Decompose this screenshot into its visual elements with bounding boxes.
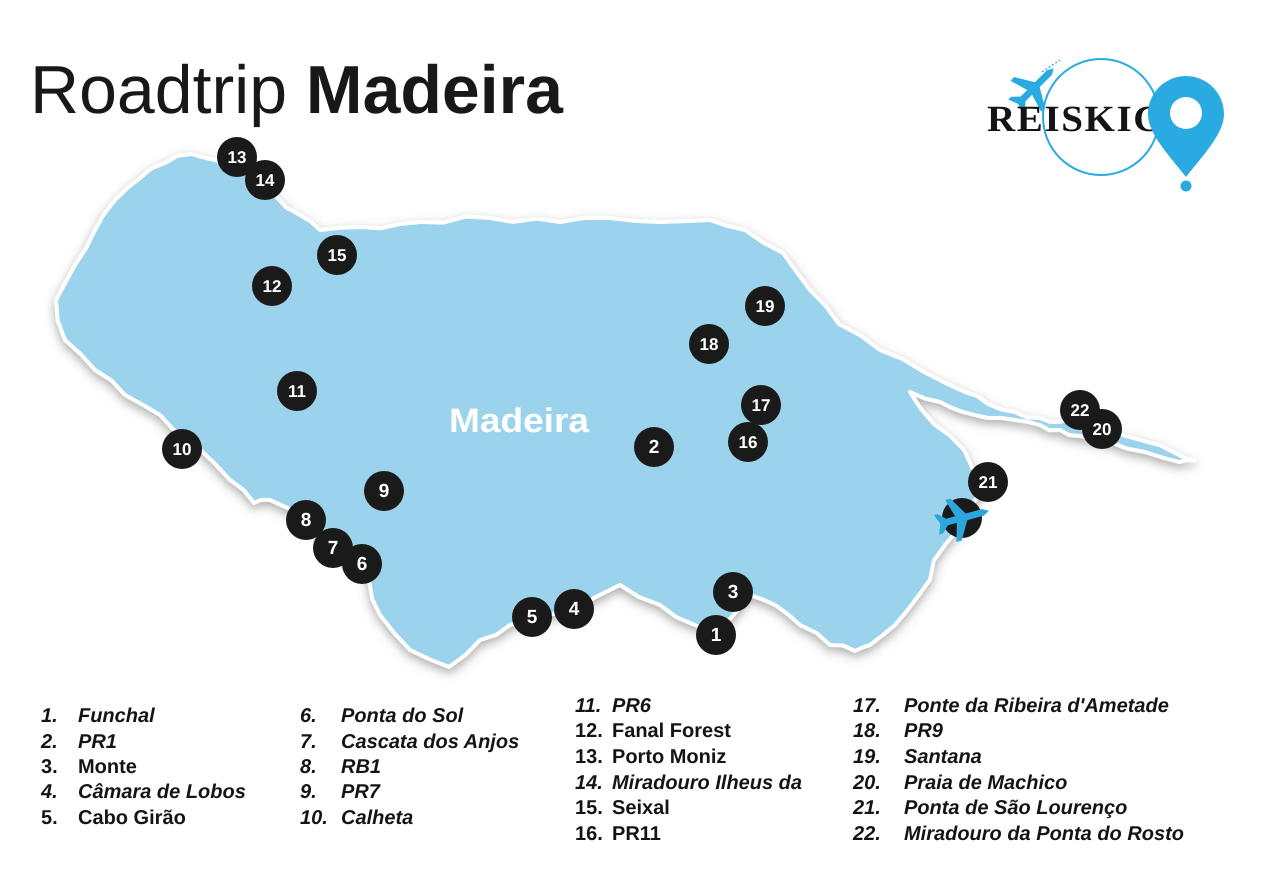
svg-text:17: 17 (752, 396, 771, 415)
svg-text:Madeira: Madeira (449, 402, 590, 440)
svg-text:11: 11 (288, 382, 306, 401)
svg-text:1: 1 (711, 625, 722, 646)
svg-text:4: 4 (569, 599, 580, 620)
svg-text:14: 14 (256, 171, 275, 190)
svg-text:22: 22 (1071, 401, 1090, 420)
svg-text:15: 15 (328, 246, 347, 265)
svg-text:10: 10 (173, 440, 192, 459)
svg-text:2: 2 (649, 437, 660, 458)
svg-text:7: 7 (328, 538, 339, 559)
svg-text:9: 9 (379, 481, 390, 502)
svg-text:8: 8 (301, 510, 312, 531)
svg-text:21: 21 (979, 473, 998, 492)
svg-text:18: 18 (700, 335, 719, 354)
svg-text:5: 5 (527, 607, 538, 628)
svg-text:19: 19 (756, 297, 775, 316)
svg-text:16: 16 (739, 433, 758, 452)
svg-text:3: 3 (728, 582, 739, 603)
svg-text:13: 13 (228, 148, 247, 167)
svg-text:6: 6 (357, 554, 368, 575)
svg-text:12: 12 (263, 277, 282, 296)
svg-text:20: 20 (1093, 420, 1112, 439)
